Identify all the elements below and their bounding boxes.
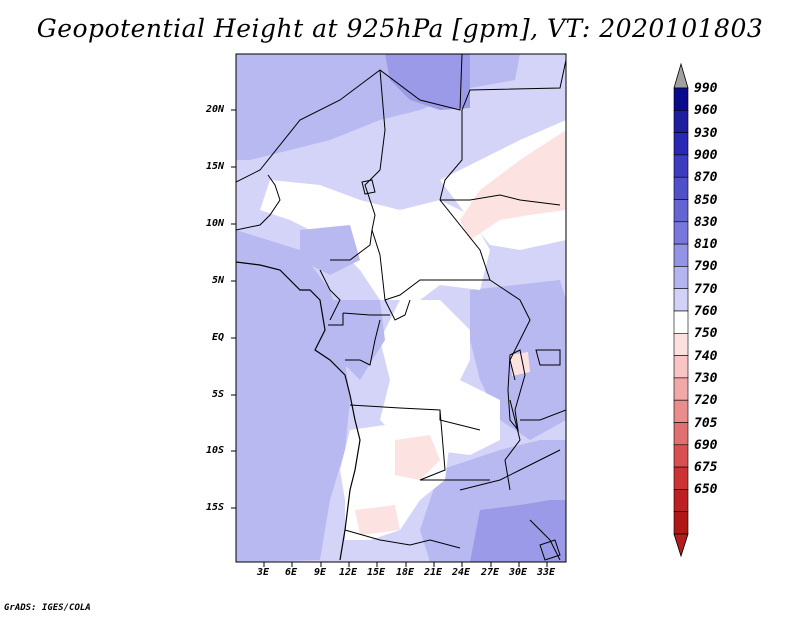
colorbar-swatch-9 bbox=[673, 288, 689, 312]
lat-tick-15s: 15S bbox=[206, 502, 225, 513]
lat-tick-15n: 15N bbox=[206, 161, 225, 172]
lon-tick-21e: 21E bbox=[424, 567, 443, 578]
colorbar-label-790: 790 bbox=[694, 259, 718, 275]
colorbar-label-990: 990 bbox=[694, 81, 718, 96]
colorbar-label-750: 750 bbox=[694, 326, 718, 342]
lon-tick-12e: 12E bbox=[339, 567, 358, 578]
lon-tick-27e: 27E bbox=[481, 567, 500, 578]
colorbar-swatch-10 bbox=[673, 310, 689, 334]
field-750-northeast bbox=[460, 130, 566, 240]
lat-tick-20n: 20N bbox=[206, 104, 225, 115]
lon-tick-15e: 15E bbox=[367, 567, 386, 578]
colorbar-label-930: 930 bbox=[694, 125, 718, 141]
country-borders bbox=[236, 54, 566, 561]
colorbar-swatch-16 bbox=[673, 444, 689, 468]
field-810-north bbox=[385, 54, 470, 110]
colorbar-label-900: 900 bbox=[694, 147, 718, 163]
lat-tick-5s: 5S bbox=[212, 389, 225, 400]
colorbar-label-960: 960 bbox=[694, 103, 718, 119]
colorbar-label-760: 760 bbox=[694, 304, 718, 319]
colorbar-label-830: 830 bbox=[694, 214, 718, 230]
lat-tick-10s: 10S bbox=[206, 445, 225, 456]
colorbar-swatch-2 bbox=[673, 132, 689, 156]
colorbar-swatch-5 bbox=[673, 199, 689, 223]
colorbar-bottom-arrow bbox=[673, 533, 689, 558]
colorbar-label-720: 720 bbox=[694, 393, 718, 409]
field-810-southeast bbox=[470, 500, 566, 562]
contour-field bbox=[236, 54, 566, 562]
colorbar-swatch-11 bbox=[673, 332, 689, 356]
colorbar-swatch-12 bbox=[673, 355, 689, 379]
lon-tick-6e: 6E bbox=[285, 567, 298, 578]
colorbar-swatch-15 bbox=[673, 422, 689, 446]
field-790-westafrica bbox=[300, 225, 360, 275]
field-750-lake bbox=[510, 352, 530, 376]
lake-chad bbox=[361, 179, 376, 195]
colorbar-swatch-1 bbox=[673, 110, 689, 133]
colorbar-label-810: 810 bbox=[694, 237, 718, 253]
colorbar-label-740: 740 bbox=[694, 348, 718, 364]
colorbar-label-730: 730 bbox=[694, 370, 718, 386]
lon-tick-marks bbox=[263, 562, 548, 567]
colorbar-swatch-6 bbox=[673, 221, 689, 245]
coastline bbox=[236, 261, 361, 561]
map-title: Geopotential Height at 925hPa [gpm], VT:… bbox=[36, 14, 764, 43]
colorbar-swatch-0 bbox=[673, 87, 689, 111]
colorbar-label-850: 850 bbox=[694, 192, 718, 208]
colorbar-label-870: 870 bbox=[694, 170, 718, 186]
lat-tick-5n: 5N bbox=[212, 275, 225, 286]
lat-tick-10n: 10N bbox=[206, 218, 225, 229]
colorbar-swatch-19 bbox=[673, 511, 689, 535]
colorbar-label-650: 650 bbox=[694, 482, 718, 498]
field-750-south-a bbox=[395, 435, 440, 480]
lon-tick-3e: 3E bbox=[257, 567, 270, 578]
colorbar-label-690: 690 bbox=[694, 437, 718, 453]
colorbar-swatch-3 bbox=[673, 154, 689, 178]
lon-tick-24e: 24E bbox=[452, 567, 471, 578]
grads-credit: GrADS: IGES/COLA bbox=[4, 603, 91, 613]
colorbar-swatch-4 bbox=[673, 176, 689, 200]
lat-tick-marks bbox=[231, 109, 236, 509]
lon-tick-30e: 30E bbox=[509, 567, 528, 578]
colorbar-swatch-14 bbox=[673, 399, 689, 423]
lon-tick-33e: 33E bbox=[537, 567, 556, 578]
colorbar-swatch-7 bbox=[673, 243, 689, 267]
colorbar-top-arrow bbox=[673, 62, 689, 89]
lake-tanganyika bbox=[507, 349, 526, 432]
field-750-south-b bbox=[355, 505, 400, 535]
colorbar-swatch-18 bbox=[673, 489, 689, 512]
field-790-atlantic bbox=[236, 230, 350, 562]
colorbar-label-770: 770 bbox=[694, 281, 718, 297]
field-790-ne bbox=[470, 54, 520, 88]
colorbar-swatch-8 bbox=[673, 266, 689, 289]
map-frame bbox=[235, 53, 567, 563]
field-760-congo bbox=[380, 300, 500, 455]
lat-tick-eq: EQ bbox=[212, 332, 225, 343]
colorbar bbox=[673, 62, 689, 558]
colorbar-label-675: 675 bbox=[694, 460, 718, 476]
lon-tick-18e: 18E bbox=[396, 567, 415, 578]
colorbar-swatch-17 bbox=[673, 466, 689, 490]
colorbar-label-705: 705 bbox=[694, 415, 718, 431]
colorbar-swatch-13 bbox=[673, 377, 689, 401]
lon-tick-9e: 9E bbox=[314, 567, 327, 578]
lake-kariba bbox=[539, 539, 561, 561]
